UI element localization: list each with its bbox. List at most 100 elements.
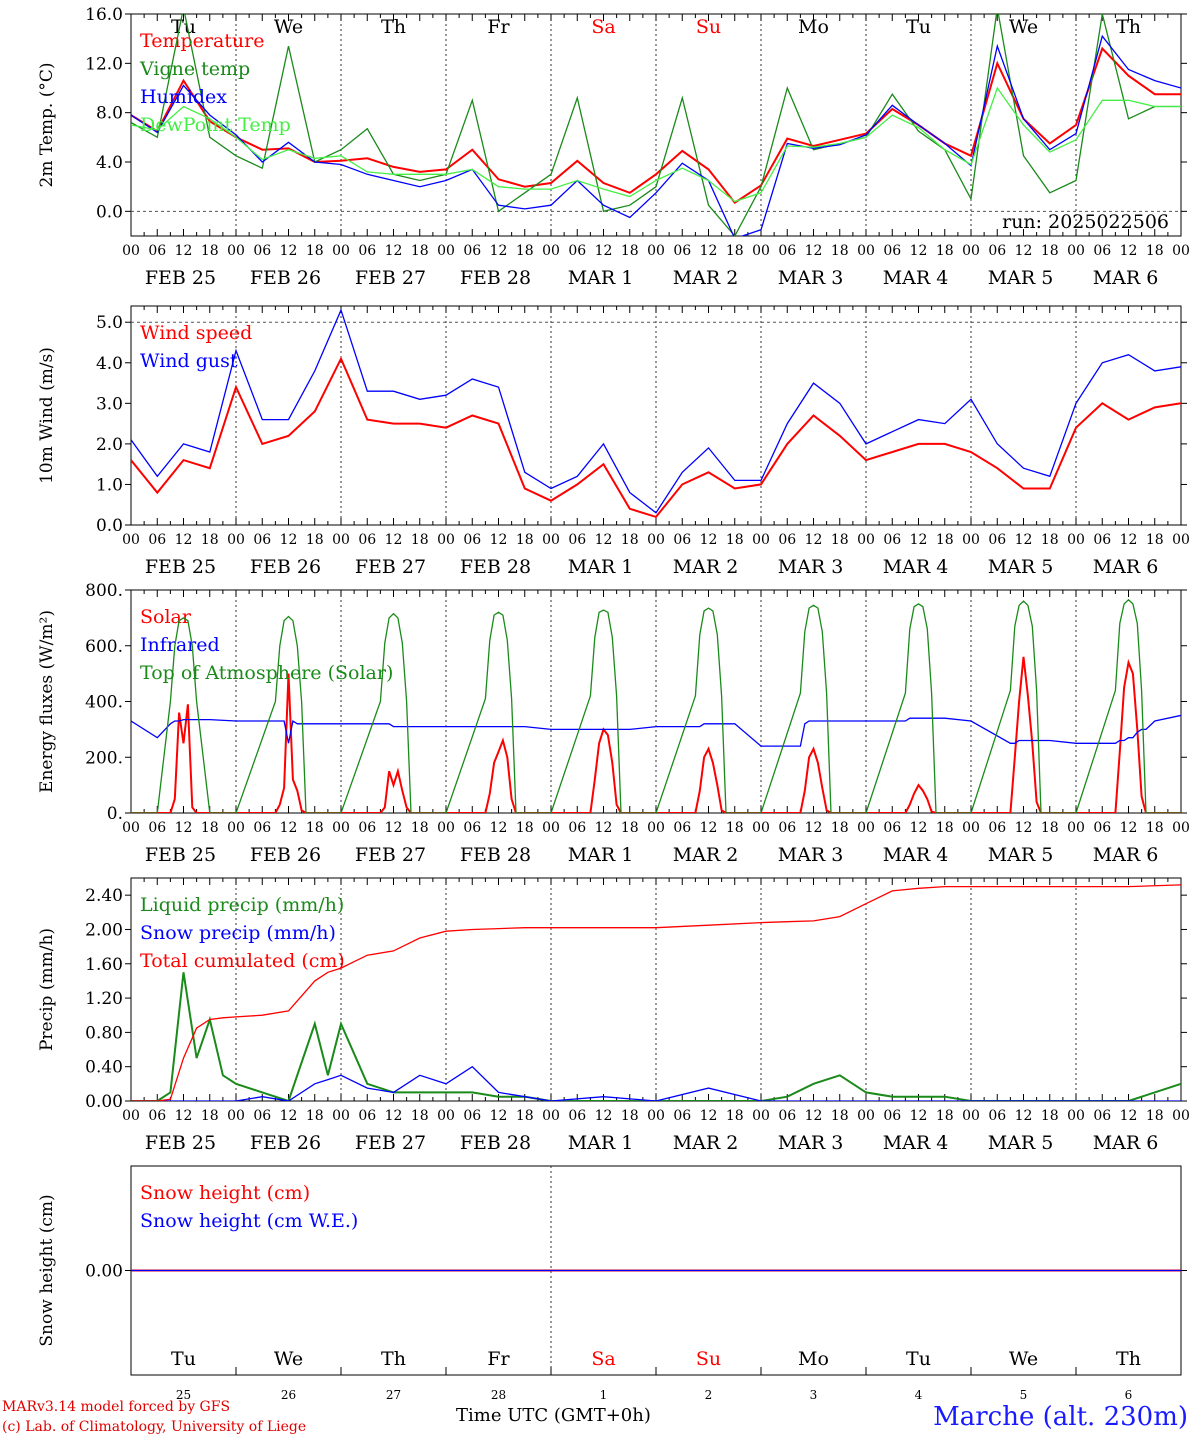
x-hour-label: 00: [332, 820, 350, 836]
y-axis-label: Precip (mm/h): [37, 928, 57, 1051]
y-tick-label: 8.0: [96, 104, 123, 124]
x-hour-label: 06: [568, 820, 586, 836]
y-tick-label: 4.0: [96, 354, 123, 374]
weekday-label: Tu: [906, 16, 931, 38]
series-line-liquid-precip-mm-h: [131, 972, 1181, 1101]
x-hour-label: 12: [1120, 1108, 1138, 1124]
x-hour-label: 12: [700, 243, 718, 259]
x-hour-label: 06: [673, 532, 691, 548]
x-date-label: MAR 5: [988, 1132, 1054, 1154]
x-hour-label: 12: [595, 1108, 613, 1124]
day-number-label: 26: [281, 1388, 296, 1400]
x-date-label: FEB 28: [460, 1132, 531, 1154]
x-hour-label: 12: [805, 243, 823, 259]
x-hour-label: 18: [621, 820, 639, 836]
x-hour-label: 12: [595, 820, 613, 836]
x-hour-label: 12: [700, 820, 718, 836]
x-hour-label: 00: [962, 532, 980, 548]
legend-entry: Vigne temp: [139, 58, 250, 80]
x-hour-label: 06: [673, 820, 691, 836]
x-hour-label: 12: [805, 820, 823, 836]
x-hour-label: 12: [175, 243, 193, 259]
x-hour-label: 06: [358, 820, 376, 836]
weekday-label: Tu: [906, 1348, 931, 1370]
day-number-label: 5: [1020, 1388, 1028, 1400]
x-date-label: MAR 3: [778, 844, 844, 866]
y-tick-label: 2.40: [85, 886, 123, 906]
x-hour-label: 18: [1146, 532, 1164, 548]
x-hour-label: 00: [227, 1108, 245, 1124]
x-date-label: MAR 1: [568, 844, 634, 866]
x-hour-label: 12: [1015, 1108, 1033, 1124]
x-hour-label: 18: [201, 820, 219, 836]
x-hour-label: 06: [673, 1108, 691, 1124]
x-hour-label: 06: [988, 532, 1006, 548]
x-axis-title: Time UTC (GMT+0h): [456, 1405, 651, 1426]
x-hour-label: 18: [1041, 532, 1059, 548]
x-date-label: MAR 4: [883, 267, 949, 289]
x-hour-label: 12: [1120, 532, 1138, 548]
weekday-label: Th: [1116, 1348, 1141, 1370]
weekday-label: Su: [696, 1348, 721, 1370]
x-hour-label: 12: [385, 243, 403, 259]
weekday-label: Su: [696, 16, 721, 38]
x-hour-label: 00: [857, 820, 875, 836]
x-date-label: MAR 3: [778, 267, 844, 289]
x-hour-label: 00: [227, 820, 245, 836]
y-tick-label: 16.0: [85, 5, 123, 25]
x-hour-label: 12: [280, 1108, 298, 1124]
weekday-label: Fr: [487, 1348, 510, 1370]
x-hour-label: 06: [148, 532, 166, 548]
x-hour-label: 00: [1172, 243, 1190, 259]
y-axis-label: Snow height (cm): [37, 1194, 57, 1346]
x-hour-label: 00: [1067, 1108, 1085, 1124]
credit-model: MARv3.14 model forced by GFS: [2, 1399, 231, 1415]
x-hour-label: 18: [726, 1108, 744, 1124]
x-date-label: FEB 26: [250, 267, 321, 289]
y-axis-label: 10m Wind (m/s): [37, 347, 57, 484]
x-hour-label: 00: [122, 243, 140, 259]
x-hour-label: 06: [1093, 243, 1111, 259]
x-hour-label: 12: [1015, 532, 1033, 548]
x-hour-label: 06: [253, 820, 271, 836]
x-hour-label: 00: [332, 1108, 350, 1124]
y-tick-label: 2.0: [96, 435, 123, 455]
x-hour-label: 18: [411, 532, 429, 548]
legend-entry: Temperature: [140, 30, 264, 52]
y-tick-label: 5.0: [96, 313, 123, 333]
x-hour-label: 00: [1172, 820, 1190, 836]
x-hour-label: 00: [1067, 532, 1085, 548]
x-hour-label: 12: [490, 243, 508, 259]
x-hour-label: 06: [883, 243, 901, 259]
x-hour-label: 06: [1093, 820, 1111, 836]
x-date-label: FEB 26: [250, 1132, 321, 1154]
x-date-label: MAR 4: [883, 556, 949, 578]
weekday-label: Mo: [798, 16, 829, 38]
y-tick-label: 0.0: [96, 516, 123, 536]
series-line-infrared: [131, 714, 1181, 747]
legend-entry: Snow height (cm): [140, 1182, 310, 1204]
x-date-label: MAR 2: [673, 1132, 739, 1154]
y-tick-label: 2.00: [85, 920, 123, 940]
x-hour-label: 12: [280, 820, 298, 836]
x-hour-label: 12: [280, 243, 298, 259]
weekday-label: We: [1009, 16, 1038, 38]
weekday-label: Th: [1116, 16, 1141, 38]
x-hour-label: 00: [857, 1108, 875, 1124]
x-hour-label: 00: [227, 243, 245, 259]
x-hour-label: 00: [647, 820, 665, 836]
x-date-label: FEB 25: [145, 844, 216, 866]
day-number-label: 28: [491, 1388, 506, 1400]
y-tick-label: 4.0: [96, 153, 123, 173]
credit-lab: (c) Lab. of Climatology, University of L…: [2, 1419, 307, 1435]
day-number-label: 3: [810, 1388, 818, 1400]
x-hour-label: 18: [306, 532, 324, 548]
x-hour-label: 06: [988, 820, 1006, 836]
series-line-solar: [131, 656, 1181, 813]
legend-entry: Liquid precip (mm/h): [140, 894, 344, 916]
x-hour-label: 12: [385, 1108, 403, 1124]
x-date-label: FEB 27: [355, 1132, 426, 1154]
x-date-label: MAR 3: [778, 556, 844, 578]
x-hour-label: 12: [175, 532, 193, 548]
x-date-label: MAR 4: [883, 844, 949, 866]
